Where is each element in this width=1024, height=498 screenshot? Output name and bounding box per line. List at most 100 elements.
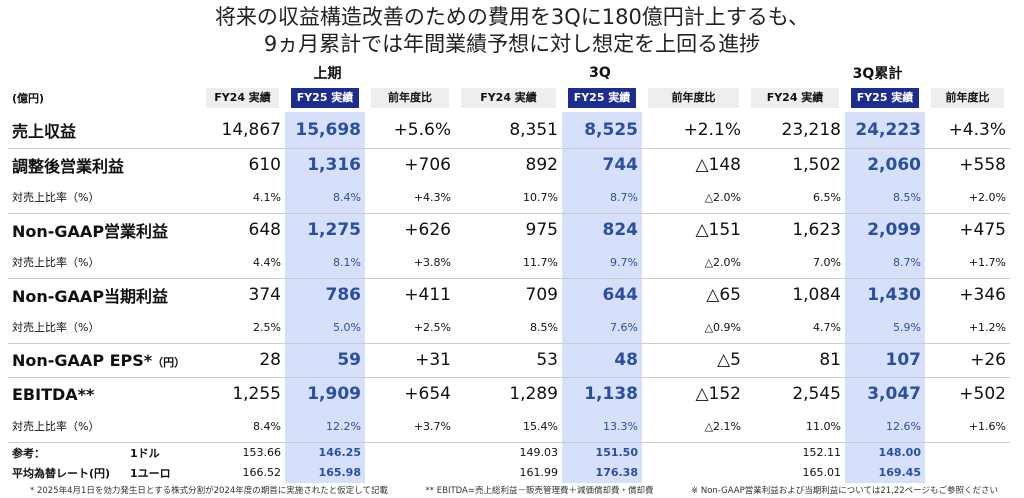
fx-row: 参考： 1ドル 153.66 146.25 149.03 151.50 152.11 148.…: [8, 441, 1010, 463]
empty-cell: [642, 441, 745, 463]
value-cell: △2.0%: [704, 255, 741, 269]
value-cell: +3.7%: [413, 419, 451, 433]
value-cell: 148.00: [845, 441, 925, 463]
value-cell: 5.9%: [845, 312, 925, 343]
value-cell: 892: [455, 147, 562, 182]
value-cell: 7.6%: [562, 312, 642, 343]
value-cell: 975: [455, 212, 562, 247]
group-header: 上期: [313, 66, 342, 82]
row-label: 参考： 1ドル: [8, 441, 200, 463]
group-header-row: 上期 3Q 3Q累計: [8, 62, 1010, 84]
column-header: FY24 実績: [751, 88, 839, 108]
label-unit: （円）: [152, 355, 186, 369]
column-header-cell: 前年度比: [642, 84, 745, 112]
metric-row: Non-GAAP営業利益 648 1,275 +626 975 824 △151 1,623 2…: [8, 212, 1010, 247]
metric-row: EBITDA** 1,255 1,909 +654 1,289 1,138 △152 2,54…: [8, 376, 1010, 411]
label-text: Non-GAAP営業利益: [12, 222, 169, 242]
column-header-cell: 前年度比: [365, 84, 455, 112]
column-header: 前年度比: [648, 88, 739, 108]
value-cell: +2.5%: [413, 320, 451, 334]
value-cell: △148: [642, 147, 745, 182]
value-cell: △2.0%: [704, 190, 741, 204]
value-cell: +1.7%: [968, 255, 1006, 269]
value-cell: △0.9%: [704, 320, 741, 334]
value-cell: 610: [200, 147, 285, 182]
value-cell: +1.2%: [968, 320, 1006, 334]
value-cell: +706: [365, 147, 455, 182]
value-cell: 1,275: [285, 212, 365, 247]
group-header: 3Q累計: [852, 66, 903, 82]
row-label: 対売上比率（%）: [12, 321, 100, 335]
value-cell: 161.99: [519, 466, 559, 479]
value-cell: 151.50: [562, 441, 642, 463]
fx-label: 参考：: [12, 446, 45, 460]
value-cell: 8.4%: [253, 419, 281, 433]
column-header-cell: FY24 実績: [455, 84, 562, 112]
value-cell: +2.1%: [683, 119, 741, 140]
column-header: FY25 実績: [851, 88, 919, 108]
value-cell: 165.98: [285, 462, 365, 483]
title-line: 9ヵ月累計では年間業績予想に対し想定を上回る進捗: [263, 32, 761, 56]
column-header: FY25 実績: [291, 88, 359, 108]
value-cell: 13.3%: [562, 411, 642, 442]
title: 将来の収益構造改善のための費用を3Qに180億円計上するも、 9ヵ月累計では年間…: [0, 4, 1024, 58]
margin-row: 対売上比率（%） 2.5% 5.0% +2.5% 8.5% 7.6% △0.9% 4.7% 5.…: [8, 312, 1010, 343]
value-cell: +1.6%: [968, 419, 1006, 433]
value-cell: +502: [925, 376, 1010, 411]
value-cell: 1,138: [562, 376, 642, 411]
value-cell: 7.0%: [813, 255, 841, 269]
value-cell: 786: [285, 277, 365, 312]
value-cell: 12.2%: [285, 411, 365, 442]
fx-label: 平均為替レート(円): [12, 466, 111, 480]
value-cell: +475: [925, 212, 1010, 247]
margin-row: 対売上比率（%） 4.1% 8.4% +4.3% 10.7% 8.7% △2.0% 6.5% 8…: [8, 182, 1010, 213]
unit-label: (億円): [12, 92, 45, 105]
value-cell: 9.7%: [562, 247, 642, 278]
value-cell: 1,316: [285, 147, 365, 182]
column-header-row: (億円) FY24 実績 FY25 実績 前年度比 FY24 実績 FY25 実績 前年度比…: [8, 84, 1010, 112]
value-cell: +4.3%: [948, 119, 1006, 140]
column-header-cell: FY25 実績: [845, 84, 925, 112]
fx-currency: 1ドル: [130, 446, 160, 460]
value-cell: 1,502: [745, 147, 845, 182]
value-cell: 744: [562, 147, 642, 182]
value-cell: 53: [455, 342, 562, 377]
value-cell: 2.5%: [253, 320, 281, 334]
value-cell: 8.5%: [845, 182, 925, 213]
value-cell: 23,218: [781, 119, 841, 140]
value-cell: 8.1%: [285, 247, 365, 278]
group-header: 3Q: [589, 65, 611, 81]
value-cell: 8.4%: [285, 182, 365, 213]
row-label: 平均為替レート(円) 1ユーロ: [8, 463, 200, 483]
value-cell: 4.4%: [253, 255, 281, 269]
value-cell: 14,867: [221, 119, 281, 140]
value-cell: 709: [455, 277, 562, 312]
value-cell: 8.7%: [845, 247, 925, 278]
value-cell: 8.7%: [562, 182, 642, 213]
label-text: Non-GAAP当期利益: [12, 287, 169, 307]
value-cell: 4.1%: [253, 190, 281, 204]
value-cell: △2.1%: [704, 419, 741, 433]
value-cell: 374: [200, 277, 285, 312]
column-header-cell: 前年度比: [925, 84, 1010, 112]
value-cell: 1,255: [200, 376, 285, 411]
value-cell: 107: [845, 342, 925, 377]
column-header-cell: FY24 実績: [745, 84, 845, 112]
value-cell: 169.45: [845, 462, 925, 483]
column-header-cell: FY25 実績: [562, 84, 642, 112]
row-label: 売上収益: [8, 112, 200, 148]
value-cell: 2,545: [745, 376, 845, 411]
column-header: 前年度比: [931, 88, 1004, 108]
value-cell: 11.0%: [806, 419, 841, 433]
label-text: 売上収益: [12, 121, 77, 141]
column-header: FY24 実績: [206, 88, 279, 108]
column-header: FY24 実績: [461, 88, 556, 108]
fx-currency: 1ユーロ: [130, 466, 171, 480]
row-label: 対売上比率（%）: [12, 256, 100, 270]
value-cell: 644: [562, 277, 642, 312]
value-cell: +346: [925, 277, 1010, 312]
value-cell: 1,909: [285, 376, 365, 411]
margin-row: 対売上比率（%） 4.4% 8.1% +3.8% 11.7% 9.7% △2.0% 7.0% 8…: [8, 247, 1010, 278]
value-cell: +558: [925, 147, 1010, 182]
value-cell: 1,430: [845, 277, 925, 312]
